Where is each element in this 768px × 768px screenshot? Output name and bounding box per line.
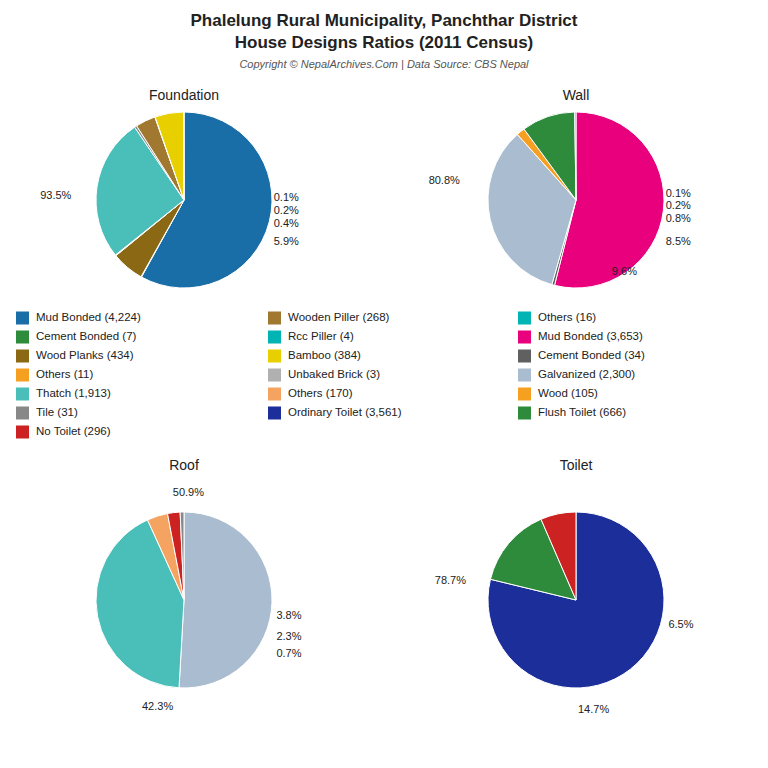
legend-swatch <box>268 369 281 382</box>
legend-label: Wooden Piller (268) <box>288 311 390 323</box>
pie-slice <box>179 512 272 688</box>
annotation: 0.2% <box>274 204 299 216</box>
data-label: 3.8% <box>276 609 301 621</box>
legend-swatch <box>518 350 531 363</box>
caption: Copyright © NepalArchives.Com | Data Sou… <box>239 58 529 70</box>
legend-swatch <box>518 312 531 325</box>
data-label: 50.9% <box>173 486 204 498</box>
legend-label: Bamboo (384) <box>288 349 361 361</box>
annotation: 5.9% <box>274 235 299 247</box>
legend-label: Galvanized (2,300) <box>538 368 635 380</box>
pie-slice <box>541 512 576 600</box>
annotation: 80.8% <box>429 174 460 186</box>
legend-label: Mud Bonded (3,653) <box>538 330 643 342</box>
pie-title: Foundation <box>149 87 219 103</box>
legend-label: Others (170) <box>288 387 353 399</box>
data-label: 42.3% <box>142 700 173 712</box>
slices <box>488 112 664 288</box>
pie-slice <box>488 512 664 688</box>
legend-swatch <box>268 388 281 401</box>
data-label: 78.7% <box>435 574 466 586</box>
pie: Toilet 78.7% 14.7% 6.5% <box>435 457 694 715</box>
legend-label: Cement Bonded (34) <box>538 349 645 361</box>
legend-label: Flush Toilet (666) <box>538 406 626 418</box>
slices <box>488 512 664 688</box>
annotation: 0.2% <box>666 199 691 211</box>
legend-swatch <box>16 388 29 401</box>
legend-swatch <box>16 369 29 382</box>
pie-title: Toilet <box>560 457 593 473</box>
annotation: 9.6% <box>612 265 637 277</box>
legend-label: Thatch (1,913) <box>36 387 111 399</box>
data-label: 6.5% <box>668 618 693 630</box>
legend-label: Wood Planks (434) <box>36 349 134 361</box>
subtitle: House Designs Ratios (2011 Census) <box>235 33 534 52</box>
legend-swatch <box>268 350 281 363</box>
annotation: 0.4% <box>274 217 299 229</box>
legend-swatch <box>518 331 531 344</box>
pie: Foundation 93.5% 5.9% 0.4%0.2%0.1% <box>40 87 299 288</box>
data-label: 0.7% <box>276 647 301 659</box>
legend-label: No Toilet (296) <box>36 425 111 437</box>
pie-slice <box>575 112 576 200</box>
slices <box>96 512 272 688</box>
legend-swatch <box>16 312 29 325</box>
pie-slice <box>524 112 576 200</box>
annotation: 0.8% <box>666 212 691 224</box>
legend-label: Ordinary Toilet (3,561) <box>288 406 402 418</box>
data-label: 14.7% <box>578 703 609 715</box>
title: Phalelung Rural Municipality, Panchthar … <box>191 11 578 30</box>
legend-label: Others (16) <box>538 311 596 323</box>
slices <box>96 112 272 288</box>
legend-label: Others (11) <box>36 368 93 380</box>
annotation: 93.5% <box>40 189 71 201</box>
legend: Mud Bonded (4,224) Wooden Piller (268) Oth… <box>16 311 645 438</box>
legend-label: Mud Bonded (4,224) <box>36 311 141 323</box>
legend-label: Cement Bonded (7) <box>36 330 137 342</box>
legend-swatch <box>518 407 531 420</box>
legend-swatch <box>16 407 29 420</box>
legend-swatch <box>518 388 531 401</box>
pie-slice <box>183 112 184 200</box>
legend-swatch <box>518 369 531 382</box>
legend-label: Rcc Piller (4) <box>288 330 354 342</box>
legend-label: Wood (105) <box>538 387 598 399</box>
data-label: 2.3% <box>276 630 301 642</box>
legend-swatch <box>16 331 29 344</box>
legend-label: Unbaked Brick (3) <box>288 368 380 380</box>
pie-title: Roof <box>169 457 199 473</box>
pie-slice <box>168 512 184 600</box>
legend-swatch <box>268 407 281 420</box>
background <box>0 0 768 768</box>
pie: Wall 80.8% 9.6% 8.5% 0.8%0.2%0.1% <box>429 87 691 288</box>
pie-title: Wall <box>563 87 590 103</box>
pie-slice <box>155 112 184 200</box>
legend-swatch <box>16 350 29 363</box>
chart: Phalelung Rural Municipality, Panchthar … <box>0 0 768 768</box>
legend-label: Tile (31) <box>36 406 78 418</box>
legend-swatch <box>268 312 281 325</box>
pie-slice <box>180 512 184 600</box>
legend-swatch <box>268 331 281 344</box>
annotation: 0.1% <box>274 191 299 203</box>
annotation: 0.1% <box>666 187 691 199</box>
legend-swatch <box>16 426 29 439</box>
pie: Roof 50.9% 42.3% 3.8% 2.3% 0.7% <box>96 457 302 712</box>
annotation: 8.5% <box>666 235 691 247</box>
